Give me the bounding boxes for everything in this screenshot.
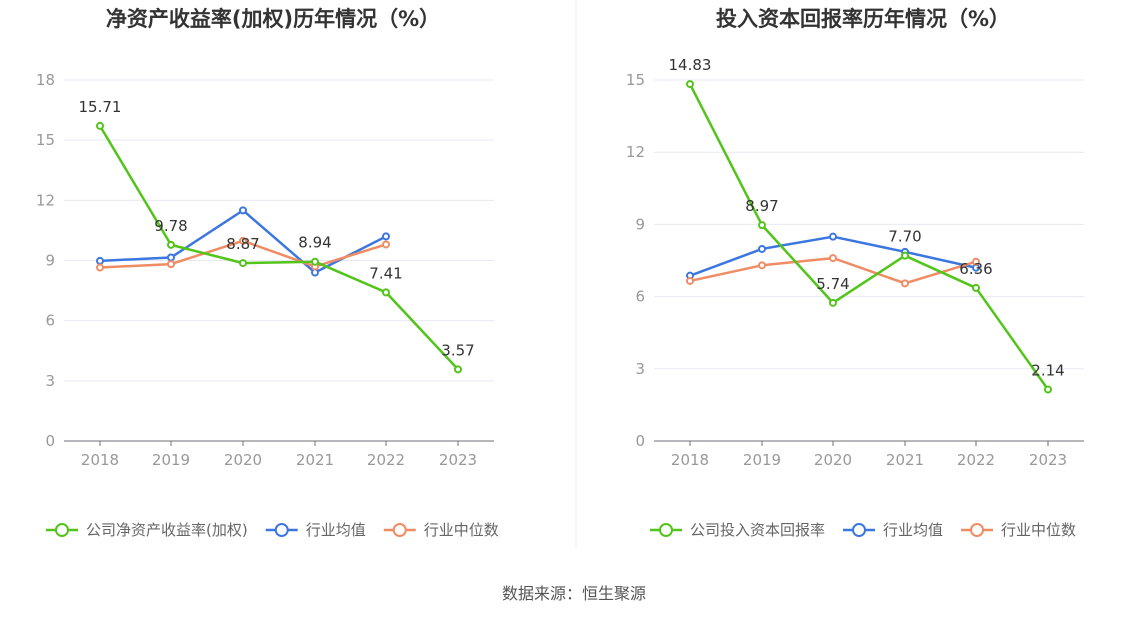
data-source-note: 数据来源：恒生聚源 <box>501 584 646 603</box>
y-tick-label: 0 <box>45 432 55 450</box>
data-label: 9.78 <box>154 217 187 235</box>
y-tick-label: 9 <box>45 252 55 270</box>
data-point <box>239 259 247 268</box>
data-point <box>686 276 694 285</box>
data-point <box>758 261 766 270</box>
data-point <box>1044 385 1052 394</box>
data-point <box>972 257 980 266</box>
y-tick-label: 12 <box>626 143 645 161</box>
chart-title: 净资产收益率(加权)历年情况（%） <box>106 7 440 31</box>
data-point <box>382 232 390 241</box>
y-tick-label: 15 <box>626 71 645 89</box>
x-tick-label: 2021 <box>886 451 924 469</box>
x-tick-label: 2020 <box>224 451 262 469</box>
legend-label: 公司投入资本回报率 <box>690 521 825 539</box>
x-tick-label: 2022 <box>957 451 995 469</box>
legend-item-2: 行业中位数 <box>383 521 499 539</box>
data-point <box>901 279 909 288</box>
data-point <box>239 206 247 215</box>
legend-marker-icon <box>970 523 985 537</box>
data-label: 5.74 <box>816 275 849 293</box>
data-point <box>239 236 247 245</box>
data-label: 15.71 <box>79 98 122 116</box>
data-label: 8.87 <box>226 235 259 253</box>
y-tick-label: 12 <box>36 191 55 209</box>
legend-label: 公司净资产收益率(加权) <box>86 521 248 539</box>
data-point <box>167 253 175 262</box>
data-point <box>454 365 462 374</box>
data-label: 8.94 <box>298 234 331 252</box>
legend-marker-icon <box>392 523 407 537</box>
x-tick-label: 2020 <box>814 451 852 469</box>
legend-label: 行业均值 <box>883 521 943 539</box>
data-label: 7.41 <box>369 264 402 282</box>
data-point <box>167 240 175 249</box>
data-point <box>167 260 175 269</box>
legend-label: 行业中位数 <box>424 521 499 539</box>
x-tick-label: 2018 <box>81 451 119 469</box>
x-tick-label: 2023 <box>439 451 477 469</box>
x-tick-label: 2021 <box>296 451 334 469</box>
series-line-0 <box>98 125 459 371</box>
y-tick-label: 6 <box>45 312 55 330</box>
y-tick-label: 18 <box>36 71 55 89</box>
y-tick-label: 9 <box>635 215 645 233</box>
data-label: 8.97 <box>745 197 778 215</box>
chart-1: 净资产收益率(加权)历年情况（%） 0 3 6 9 12 15 18 2018 2019 2020 2… <box>36 7 499 539</box>
chart-2: 投入资本回报率历年情况（%） 0 3 6 9 12 15 2018 2019 2020 2021 20… <box>626 7 1084 539</box>
y-tick-label: 15 <box>36 131 55 149</box>
y-tick-label: 3 <box>45 372 55 390</box>
data-label: 2.14 <box>1031 361 1064 379</box>
data-point <box>972 283 980 292</box>
x-tick-label: 2019 <box>743 451 781 469</box>
data-point <box>829 232 837 241</box>
data-point <box>758 244 766 253</box>
data-point <box>96 121 104 130</box>
data-point <box>829 254 837 263</box>
legend-label: 行业均值 <box>306 521 366 539</box>
data-point <box>382 240 390 249</box>
data-point <box>901 251 909 260</box>
x-tick-label: 2019 <box>152 451 190 469</box>
legend-item-0: 公司净资产收益率(加权) <box>46 521 248 539</box>
legend-marker-icon <box>852 523 867 537</box>
legend-marker-icon <box>659 523 673 537</box>
legend-item-1: 行业均值 <box>265 521 366 539</box>
data-point <box>382 288 390 297</box>
legend-item-2: 行业中位数 <box>961 521 1076 539</box>
legend-label: 行业中位数 <box>1001 521 1076 539</box>
y-tick-label: 3 <box>635 360 645 378</box>
data-point <box>96 256 104 265</box>
x-tick-label: 2018 <box>671 451 709 469</box>
data-point <box>96 263 104 272</box>
data-label: 7.70 <box>888 228 921 246</box>
data-label: 3.57 <box>441 341 474 359</box>
legend-marker-icon <box>55 523 69 537</box>
series-line-0 <box>688 83 1050 391</box>
data-point <box>686 80 694 89</box>
data-point <box>829 298 837 307</box>
legend-marker-icon <box>274 523 289 537</box>
chart-title: 投入资本回报率历年情况（%） <box>716 7 1010 31</box>
x-tick-label: 2023 <box>1029 451 1067 469</box>
data-point <box>758 221 766 230</box>
legend-item-0: 公司投入资本回报率 <box>650 521 825 539</box>
y-tick-label: 0 <box>635 432 645 450</box>
data-point <box>311 257 319 266</box>
data-label: 6.36 <box>959 260 992 278</box>
y-tick-label: 6 <box>635 288 645 306</box>
data-label: 14.83 <box>669 56 712 74</box>
legend-item-1: 行业均值 <box>843 521 943 539</box>
x-tick-label: 2022 <box>367 451 405 469</box>
